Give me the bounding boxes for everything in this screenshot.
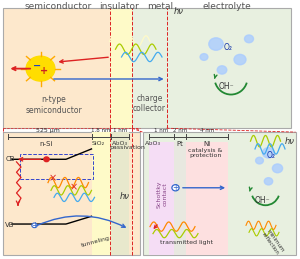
Circle shape xyxy=(244,35,253,43)
Bar xyxy=(148,142,174,255)
Text: ×: × xyxy=(69,183,78,193)
Circle shape xyxy=(172,185,179,191)
Text: 525 µm: 525 µm xyxy=(36,128,60,133)
Bar xyxy=(3,8,291,128)
Text: hν: hν xyxy=(120,192,129,201)
Text: Ni: Ni xyxy=(203,141,211,147)
Text: 1 nm: 1 nm xyxy=(113,128,127,133)
Text: OH⁻: OH⁻ xyxy=(255,196,270,205)
Text: −: − xyxy=(33,61,41,70)
Text: O₂: O₂ xyxy=(267,151,276,160)
Circle shape xyxy=(262,148,274,158)
Text: transmitted light: transmitted light xyxy=(160,240,212,245)
Circle shape xyxy=(44,157,49,162)
Text: tunneling: tunneling xyxy=(81,236,111,248)
Text: ×: × xyxy=(48,174,57,184)
Bar xyxy=(186,142,228,255)
Circle shape xyxy=(234,54,246,65)
Text: 1 nm: 1 nm xyxy=(154,128,168,133)
Text: n-type
semiconductor: n-type semiconductor xyxy=(26,95,82,114)
Bar xyxy=(132,8,166,128)
Text: electrolyte: electrolyte xyxy=(202,2,251,11)
Circle shape xyxy=(26,56,55,81)
Bar xyxy=(3,132,140,255)
Text: passivation: passivation xyxy=(110,145,146,150)
Text: charge
collector: charge collector xyxy=(133,94,166,113)
Text: 2 nm: 2 nm xyxy=(173,128,187,133)
Bar xyxy=(174,142,186,255)
Text: 4 nm: 4 nm xyxy=(200,128,214,133)
Text: metal: metal xyxy=(147,2,174,11)
Text: O₂: O₂ xyxy=(224,44,232,52)
Bar xyxy=(142,132,296,255)
Circle shape xyxy=(200,54,208,60)
Text: OH⁻: OH⁻ xyxy=(219,82,234,91)
Text: hν: hν xyxy=(174,7,183,16)
Text: SiO₂: SiO₂ xyxy=(92,141,105,146)
Text: Al₂O₃: Al₂O₃ xyxy=(145,141,161,146)
Circle shape xyxy=(256,157,263,164)
Text: Pt: Pt xyxy=(177,141,183,147)
Text: insulator: insulator xyxy=(99,2,138,11)
Text: n-Si: n-Si xyxy=(40,141,53,147)
Circle shape xyxy=(272,164,283,173)
Text: Al₂O₃: Al₂O₃ xyxy=(112,141,128,146)
Circle shape xyxy=(32,223,37,228)
Bar xyxy=(3,8,110,128)
Text: Schottky
contact: Schottky contact xyxy=(157,181,167,208)
Text: +: + xyxy=(40,66,48,76)
Bar xyxy=(20,154,93,179)
Bar xyxy=(92,132,111,255)
Bar xyxy=(110,8,132,128)
Text: hν: hν xyxy=(285,137,294,146)
Bar xyxy=(167,8,291,128)
Circle shape xyxy=(264,178,273,185)
Bar xyxy=(111,132,129,255)
Text: CB: CB xyxy=(5,156,15,162)
Text: catalysis &
protection: catalysis & protection xyxy=(188,148,223,159)
Text: VB: VB xyxy=(5,222,15,228)
Circle shape xyxy=(209,38,223,50)
Text: minimum
reflection: minimum reflection xyxy=(261,228,285,256)
Text: +: + xyxy=(172,183,179,192)
Text: semiconductor: semiconductor xyxy=(25,2,92,11)
Circle shape xyxy=(217,66,227,74)
Text: +: + xyxy=(31,221,38,230)
Text: 1.8 nm: 1.8 nm xyxy=(91,128,110,133)
